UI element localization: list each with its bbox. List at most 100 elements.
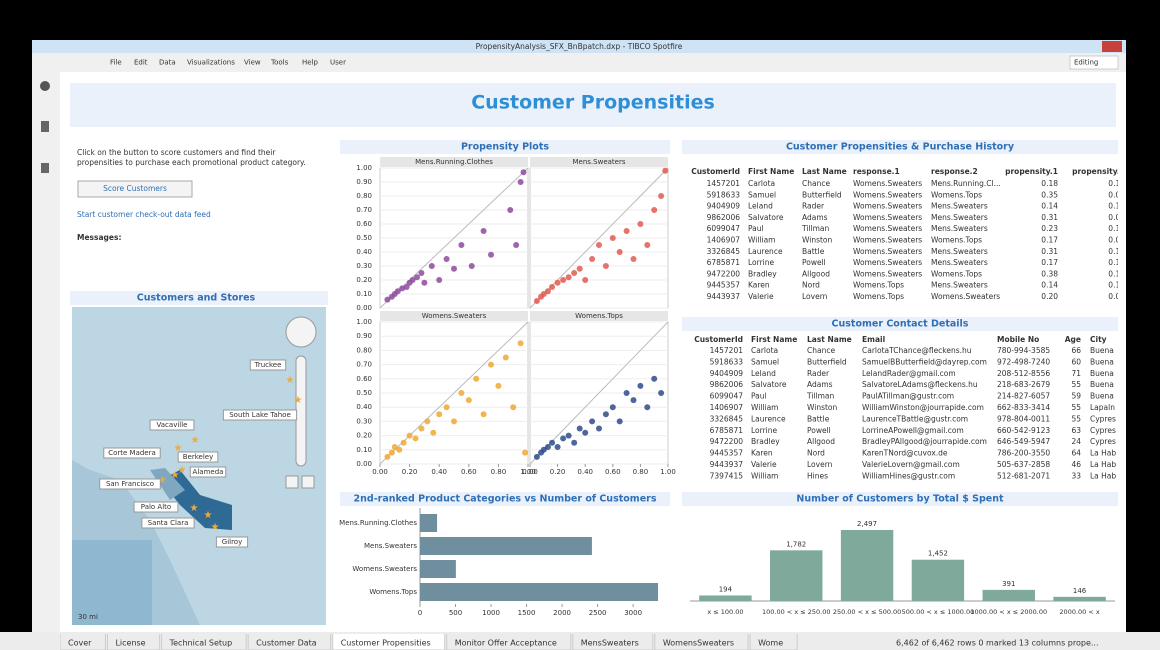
point [488, 361, 494, 368]
point [571, 439, 578, 446]
score-button[interactable] [77, 180, 193, 198]
tab-label[interactable]: WomensSweaters [663, 639, 734, 648]
column-header: response.1 [853, 167, 900, 176]
panel-header [682, 140, 1118, 154]
cell: 33 [1071, 471, 1081, 480]
map-lasso[interactable] [301, 475, 315, 489]
x-tick-label: 0.40 [431, 468, 447, 476]
point [582, 429, 589, 436]
tab[interactable] [60, 633, 106, 650]
bar [420, 560, 456, 578]
x-tick-label: 2500 [589, 609, 607, 617]
tab[interactable] [749, 633, 798, 650]
tab-label[interactable]: License [115, 639, 145, 648]
tab[interactable] [654, 633, 749, 650]
menu-item[interactable]: File [110, 59, 122, 67]
panel-header [340, 140, 670, 154]
place-label: Palo Alto [141, 503, 171, 511]
cell: Nord [807, 449, 825, 458]
tab[interactable] [247, 633, 332, 650]
menu-item[interactable]: User [330, 59, 346, 67]
menu-item[interactable]: Tools [270, 59, 289, 67]
y-tick-label: Womens.Tops [369, 588, 417, 596]
point [544, 443, 551, 450]
close-button[interactable] [1102, 41, 1122, 52]
panel-strip [530, 157, 668, 167]
mode-select[interactable] [1069, 55, 1119, 70]
point [394, 288, 401, 295]
menu-item[interactable]: Data [159, 59, 176, 67]
star: ★ [158, 475, 167, 486]
tab[interactable] [332, 633, 446, 650]
status-bar: 6,462 of 6,462 rows 0 marked 13 columns … [896, 639, 1099, 648]
panel-label: Mens.Sweaters [573, 158, 626, 166]
tab[interactable] [106, 633, 161, 650]
viz-icon[interactable] [41, 163, 49, 173]
x-tick-label: 2000 [553, 609, 571, 617]
cell: Allgood [807, 437, 835, 446]
map-select[interactable] [285, 475, 299, 489]
cell: Samuel [748, 190, 776, 199]
tab-label[interactable]: MensSweaters [581, 639, 639, 648]
menu-item[interactable]: Visualizations [187, 59, 235, 67]
point [596, 425, 602, 432]
cell: 0.38 [1041, 269, 1058, 278]
x-tick-label: 0.80 [491, 468, 507, 476]
cell: 1406907 [707, 236, 741, 245]
column-header: First Name [751, 335, 797, 344]
point [424, 418, 431, 425]
point [510, 404, 517, 411]
window-controls[interactable] [1072, 41, 1122, 52]
map [72, 307, 326, 625]
tab[interactable] [161, 633, 247, 650]
point [488, 251, 494, 258]
tab-label[interactable]: Cover [68, 639, 92, 648]
cell: Buena [1090, 392, 1114, 401]
panel-label: Womens.Tops [575, 312, 623, 320]
cell: 6785871 [707, 258, 741, 267]
map-zoom[interactable] [295, 355, 307, 467]
place-box [189, 466, 227, 478]
point [418, 425, 425, 432]
point [384, 453, 391, 460]
point [409, 277, 416, 283]
star: ★ [294, 395, 303, 406]
data-icon[interactable] [41, 121, 49, 132]
point [458, 242, 465, 248]
panel-strip [530, 311, 668, 321]
cell: 3326845 [710, 414, 744, 423]
cell: 63 [1071, 426, 1081, 435]
cell: Womens.Sweaters [853, 179, 922, 188]
cell: 71 [1071, 369, 1081, 378]
menu-item[interactable]: View [244, 59, 261, 67]
tab-label[interactable]: Monitor Offer Acceptance [455, 639, 557, 648]
column-header: CustomerId [691, 167, 740, 176]
panel-header [340, 492, 670, 506]
map-pan[interactable] [285, 316, 317, 348]
panel-label: Womens.Sweaters [422, 312, 487, 320]
tab-label[interactable]: Technical Setup [169, 639, 233, 648]
column-header: Age [1065, 335, 1081, 344]
point [495, 382, 502, 389]
score-button-label[interactable]: Score Customers [103, 184, 167, 193]
menu-item[interactable]: Help [302, 59, 319, 67]
data-feed-link[interactable]: Start customer check-out data feed [77, 210, 211, 219]
star: ★ [178, 465, 187, 476]
tab-label[interactable]: Wome [758, 639, 783, 648]
place-label: Alameda [193, 468, 224, 476]
intro-line: propensities to purchase each promotiona… [77, 158, 306, 167]
tab[interactable] [572, 633, 654, 650]
add-icon[interactable] [40, 81, 50, 91]
tab-label[interactable]: Customer Propensities [341, 639, 431, 648]
mode-label[interactable]: Editing [1074, 59, 1098, 67]
tab-label[interactable]: Customer Data [256, 639, 317, 648]
menu-item[interactable]: Edit [134, 59, 148, 67]
tab[interactable] [446, 633, 572, 650]
cell: 0.08 [1108, 292, 1125, 301]
point [549, 439, 556, 446]
cell: 780-994-3585 [997, 346, 1050, 355]
point [436, 411, 443, 418]
x-tick-label: 1500 [518, 609, 536, 617]
y-tick-label: 1.00 [356, 318, 372, 326]
